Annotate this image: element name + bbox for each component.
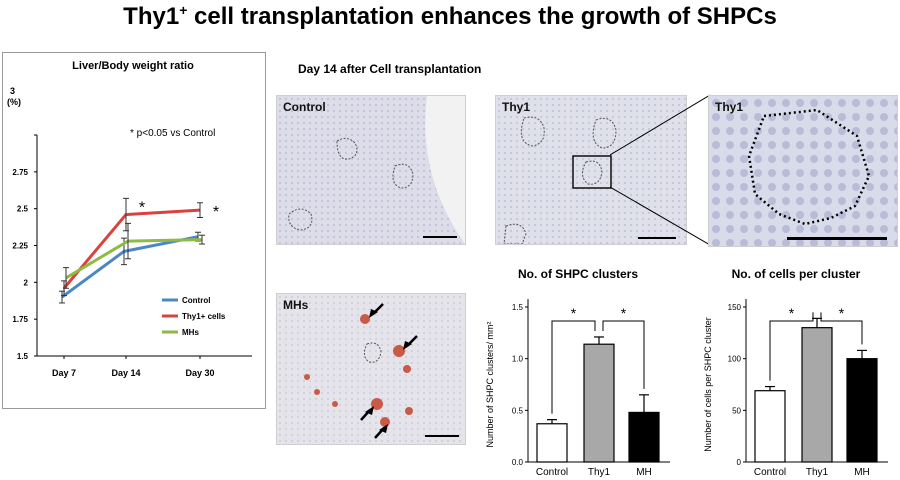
zoom-connector [610,94,710,246]
bar-chart-title: No. of cells per cluster [732,267,861,281]
tissue-texture [277,96,465,244]
legend-label: MHs [182,328,199,337]
bar-thy1 [801,327,833,463]
y-tick-label: 2.5 [17,205,29,214]
micrograph-thy1: Thy1 [495,95,687,245]
bar-mh [846,358,878,463]
line-chart-panel [2,52,266,409]
bar-chart-clusters: No. of SHPC clusters Number of SHPC clust… [485,267,670,478]
micrograph-label: MHs [283,298,309,312]
y-tick-label: 0 [737,458,742,467]
significance-bracket [769,312,814,381]
significance-star: * [139,199,145,216]
x-tick-label: Thy1 [806,467,829,478]
cluster-outline [392,163,414,189]
micrograph-label: Control [283,100,326,114]
y-tick-label: 100 [728,355,742,364]
y-tick-label: 2 [24,278,29,287]
significance-bracket [551,320,596,414]
cluster-outline [336,137,358,160]
blank-region [425,96,465,244]
scale-bar [638,237,676,239]
micrograph-label: Thy1 [715,100,744,114]
micrograph-control: Control [276,95,466,245]
scale-bar [787,237,887,240]
tissue-texture [277,294,465,444]
significance-bracket [602,320,645,389]
x-tick-label: Control [754,467,786,478]
cluster-outline [592,117,617,149]
significance-bracket [820,312,863,345]
tissue-texture [709,96,897,246]
bar-chart-title: No. of SHPC clusters [518,267,638,281]
cluster-outline [520,116,545,147]
bar-control [536,423,568,463]
y-tick-label: 2.75 [12,168,28,177]
y-axis-label: Number of SHPC clusters/ mm² [485,321,495,447]
y-tick-label: 1.5 [17,352,29,361]
y-tick-label: 50 [732,406,741,415]
significance-note: * p<0.05 vs Control [130,128,216,139]
cluster-outline [582,160,603,185]
scale-bar [425,435,459,437]
significance-star: * [213,204,219,221]
cluster-outline [503,223,527,244]
x-tick-label: Thy1 [588,467,611,478]
micrograph-mhs: MHs [276,293,466,445]
y-tick-label: 150 [728,303,742,312]
bar-thy1 [583,343,615,463]
x-tick-label: MH [636,467,652,478]
bar-mh [628,411,660,463]
y-unit-percent: (%) [7,97,21,107]
y-tick-label: 1.5 [512,303,524,312]
zoom-box [572,155,612,189]
series-line-2 [65,238,203,280]
significance-star: * [571,305,577,321]
arrows [360,303,418,439]
line-chart-title: Liver/Body weight ratio [72,60,194,72]
y-tick-label: 1.0 [512,355,524,364]
micro-section-title: Day 14 after Cell transplantation [298,62,482,76]
micrograph-thy1-zoom: Thy1 [708,95,898,247]
x-tick-label: Control [536,467,568,478]
y-tick-label: 0.5 [512,406,524,415]
x-tick-label: Day 7 [52,368,76,378]
x-tick-label: MH [854,467,870,478]
bar-control [754,390,786,463]
y-tick-label: 0.0 [512,458,524,467]
significance-star: * [789,305,795,321]
legend-label: Control [182,296,210,305]
transplanted-cells [304,314,413,427]
legend-label: Thy1+ cells [182,312,226,321]
x-tick-label: Day 30 [185,368,214,378]
x-tick-label: Day 14 [111,368,140,378]
cluster-outline [288,208,313,231]
scale-bar [423,236,457,238]
cluster-outline [363,342,382,363]
figure-title: Thy1+ cell transplantation enhances the … [123,2,777,30]
bar-chart-cells: No. of cells per cluster Number of cells … [703,267,888,478]
line-chart: 2.75 2.5 2.25 2 1.75 1.5 Day 7 Day 14 Day 30 * * Co… [12,134,252,378]
cluster-outline [747,108,871,226]
significance-star: * [839,305,845,321]
y-axis-label: Number of cells per SHPC cluster [703,317,713,452]
significance-star: * [621,305,627,321]
micrograph-label: Thy1 [502,100,531,114]
y-tick-label: 1.75 [12,315,28,324]
tissue-texture [496,96,686,244]
y-tick-label: 2.25 [12,242,28,251]
y-unit-top: 3 [10,86,16,96]
